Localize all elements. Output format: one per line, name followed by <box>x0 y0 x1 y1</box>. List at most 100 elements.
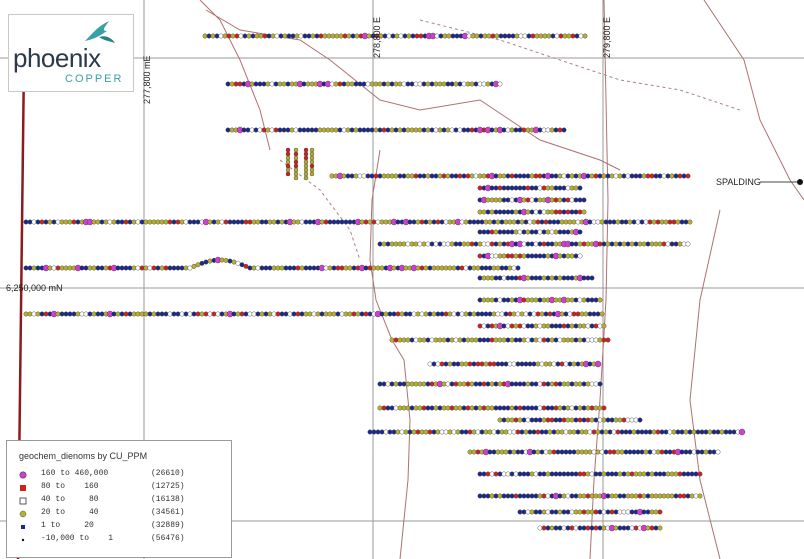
sample-point <box>695 429 701 435</box>
sample-point <box>651 449 657 455</box>
sample-point <box>513 229 519 235</box>
sample-point <box>535 311 541 317</box>
sample-point <box>521 297 527 303</box>
sample-point <box>463 429 469 435</box>
sample-point <box>667 219 673 225</box>
sample-point <box>303 167 309 173</box>
sample-point <box>637 493 643 499</box>
sample-point <box>459 219 465 225</box>
sample-point <box>187 265 193 271</box>
sample-point <box>597 173 603 179</box>
sample-point <box>27 311 33 317</box>
sample-point <box>285 155 291 161</box>
sample-point <box>207 219 213 225</box>
sample-point <box>490 33 496 39</box>
sample-point <box>163 219 169 225</box>
sample-point <box>543 311 549 317</box>
sample-point <box>115 311 121 317</box>
sample-point <box>115 265 121 271</box>
sample-point <box>501 417 507 423</box>
sample-point <box>529 509 535 515</box>
sample-point <box>553 323 559 329</box>
sample-point <box>565 197 571 203</box>
sample-point <box>275 311 281 317</box>
sample-point <box>451 265 457 271</box>
sample-point <box>637 471 643 477</box>
sample-point <box>35 219 41 225</box>
sample-point <box>382 33 388 39</box>
sample-point <box>285 147 291 153</box>
sample-point <box>581 471 587 477</box>
sample-point <box>413 337 419 343</box>
sample-point <box>537 197 543 203</box>
sample-point <box>565 493 571 499</box>
sample-point <box>679 429 685 435</box>
sample-point <box>423 265 429 271</box>
sample-point <box>535 219 541 225</box>
sample-point <box>239 262 245 268</box>
sample-point <box>341 81 347 87</box>
sample-point <box>409 241 415 247</box>
sample-point <box>525 323 531 329</box>
sample-point <box>381 405 387 411</box>
sample-point <box>525 197 531 203</box>
sample-point <box>637 417 643 423</box>
sample-point <box>479 219 485 225</box>
sample-point <box>505 275 511 281</box>
sample-point <box>661 173 667 179</box>
sample-point <box>75 311 81 317</box>
sample-point <box>331 219 337 225</box>
sample-point <box>515 219 521 225</box>
sample-point <box>526 33 532 39</box>
sample-point <box>534 33 540 39</box>
sample-point <box>677 241 683 247</box>
sample-point <box>635 449 641 455</box>
sample-point <box>545 241 551 247</box>
sample-point <box>549 471 555 477</box>
sample-point <box>511 429 517 435</box>
sample-point <box>579 429 585 435</box>
sample-point <box>293 175 299 181</box>
sample-point <box>611 219 617 225</box>
sample-point <box>299 219 305 225</box>
sample-point <box>689 471 695 477</box>
sample-point <box>294 33 300 39</box>
sample-point <box>119 265 125 271</box>
sample-point <box>691 449 697 455</box>
sample-point <box>215 311 221 317</box>
sample-point <box>390 33 396 39</box>
sample-point <box>537 337 543 343</box>
sample-point <box>551 219 557 225</box>
sample-point <box>517 381 523 387</box>
sample-point <box>573 471 579 477</box>
sample-point <box>435 265 441 271</box>
sample-point <box>326 33 332 39</box>
sample-point <box>573 493 579 499</box>
sample-point <box>293 159 299 165</box>
sample-point <box>55 219 61 225</box>
sample-point <box>683 429 689 435</box>
sample-point <box>379 265 385 271</box>
sample-point <box>291 265 297 271</box>
sample-point <box>707 429 713 435</box>
sample-point <box>541 471 547 477</box>
sample-point <box>565 525 571 531</box>
sample-point <box>567 449 573 455</box>
sample-point <box>285 81 291 87</box>
sample-point <box>545 525 551 531</box>
sample-point <box>147 219 153 225</box>
sample-point <box>243 263 249 269</box>
sample-point <box>377 241 383 247</box>
sample-point <box>593 381 599 387</box>
sample-point <box>571 361 577 367</box>
sample-point <box>254 33 260 39</box>
sample-point <box>553 337 559 343</box>
sample-point <box>577 297 583 303</box>
sample-point <box>403 311 409 317</box>
sample-point <box>361 127 367 133</box>
sample-point <box>477 405 483 411</box>
sample-point <box>471 265 477 271</box>
sample-point <box>649 493 655 499</box>
sample-point <box>447 429 453 435</box>
sample-point <box>561 229 567 235</box>
